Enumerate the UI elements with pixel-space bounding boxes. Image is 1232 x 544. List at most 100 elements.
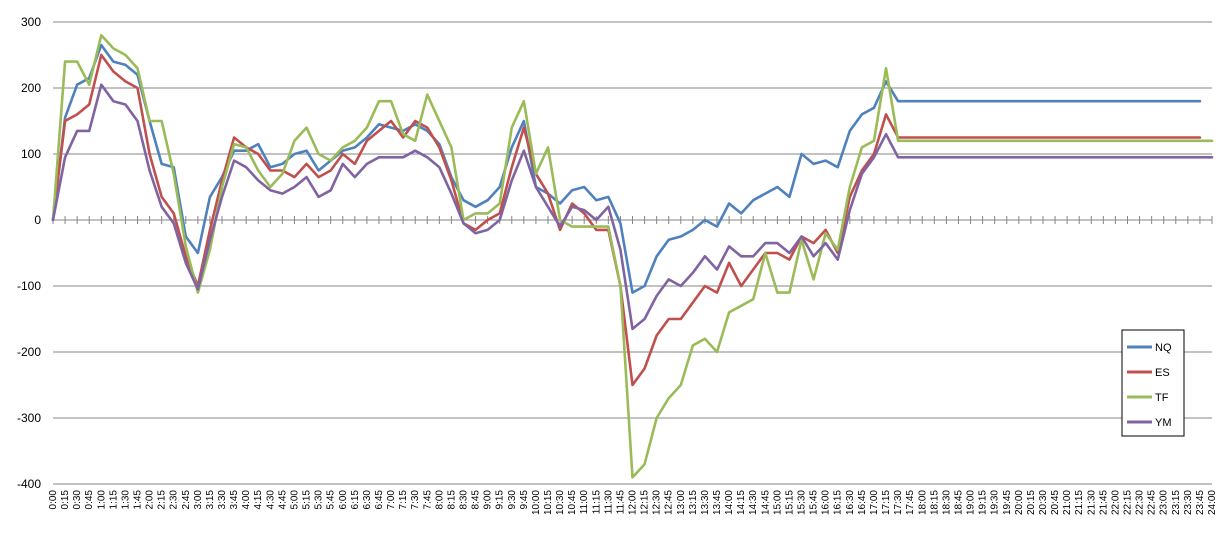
x-tick-label: 4:00	[241, 490, 252, 510]
x-tick-label: 9:45	[519, 490, 530, 510]
x-tick-label: 18:30	[941, 490, 952, 515]
x-tick-label: 13:00	[676, 490, 687, 515]
x-tick-label: 22:45	[1147, 490, 1158, 515]
x-tick-label: 10:00	[531, 490, 542, 515]
x-tick-label: 16:30	[845, 490, 856, 515]
x-tick-label: 10:45	[567, 490, 578, 515]
x-tick-label: 6:30	[362, 490, 373, 510]
x-tick-label: 24:00	[1207, 490, 1218, 515]
x-tick-label: 5:30	[314, 490, 325, 510]
x-tick-label: 13:30	[700, 490, 711, 515]
x-tick-label: 9:15	[495, 490, 506, 510]
x-tick-label: 10:15	[543, 490, 554, 515]
x-tick-label: 16:15	[833, 490, 844, 515]
x-tick-label: 21:30	[1086, 490, 1097, 515]
x-tick-label: 0:30	[72, 490, 83, 510]
x-tick-label: 3:30	[217, 490, 228, 510]
x-tick-label: 5:00	[289, 490, 300, 510]
x-tick-label: 1:30	[120, 490, 131, 510]
legend-label-tf: TF	[1155, 392, 1169, 404]
x-axis: 0:00 0:15 0:30 0:45 1:00 1:15 1:30 1:45 2:00 2:15…	[48, 216, 1218, 515]
x-tick-label: 1:45	[133, 490, 144, 510]
x-tick-label: 3:00	[193, 490, 204, 510]
x-tick-label: 0:00	[48, 490, 59, 510]
x-tick-label: 6:00	[338, 490, 349, 510]
x-tick-label: 23:15	[1171, 490, 1182, 515]
x-tick-label: 14:00	[724, 490, 735, 515]
x-tick-label: 21:15	[1074, 490, 1085, 515]
x-tick-label: 15:45	[809, 490, 820, 515]
x-tick-label: 1:00	[96, 490, 107, 510]
y-tick-label: 100	[21, 147, 41, 161]
x-tick-label: 7:15	[398, 490, 409, 510]
x-tick-label: 22:00	[1110, 490, 1121, 515]
x-tick-label: 15:00	[772, 490, 783, 515]
x-tick-label: 20:00	[1014, 490, 1025, 515]
x-tick-label: 22:30	[1135, 490, 1146, 515]
x-tick-label: 5:15	[302, 490, 313, 510]
x-tick-label: 21:45	[1098, 490, 1109, 515]
series-line-nq	[51, 43, 1202, 294]
legend-label-ym: YM	[1155, 417, 1172, 429]
x-tick-label: 14:30	[748, 490, 759, 515]
x-tick-label: 21:00	[1062, 490, 1073, 515]
x-tick-label: 11:15	[591, 490, 602, 515]
y-tick-label: -400	[17, 477, 41, 491]
x-tick-label: 14:15	[736, 490, 747, 515]
x-tick-label: 23:45	[1195, 490, 1206, 515]
x-tick-label: 6:15	[350, 490, 361, 510]
y-axis-tick-labels: 300 200 100 0 -100 -200 -300 -400	[17, 15, 41, 491]
x-tick-label: 18:15	[929, 490, 940, 515]
x-tick-label: 0:45	[84, 490, 95, 510]
x-tick-label: 19:15	[978, 490, 989, 515]
x-tick-label: 19:30	[990, 490, 1001, 515]
x-tick-label: 6:45	[374, 490, 385, 510]
x-tick-label: 23:00	[1159, 490, 1170, 515]
series-lines	[51, 33, 1214, 479]
x-tick-label: 3:15	[205, 490, 216, 510]
x-tick-label: 12:30	[652, 490, 663, 515]
x-tick-label: 18:00	[917, 490, 928, 515]
x-tick-label: 10:30	[555, 490, 566, 515]
x-tick-label: 4:30	[265, 490, 276, 510]
x-tick-label: 19:00	[966, 490, 977, 515]
x-tick-label: 2:45	[181, 490, 192, 510]
x-tick-label: 20:45	[1050, 490, 1061, 515]
x-tick-label: 11:30	[603, 490, 614, 515]
x-tick-label: 13:15	[688, 490, 699, 515]
x-tick-label: 17:00	[869, 490, 880, 515]
x-tick-label: 5:45	[326, 490, 337, 510]
x-tick-label: 8:00	[434, 490, 445, 510]
x-tick-label: 12:45	[664, 490, 675, 515]
legend-label-nq: NQ	[1155, 342, 1172, 354]
x-tick-label: 8:15	[446, 490, 457, 510]
x-tick-label: 8:30	[458, 490, 469, 510]
x-tick-label: 14:45	[760, 490, 771, 515]
x-tick-label: 22:15	[1122, 490, 1133, 515]
x-tick-label: 3:45	[229, 490, 240, 510]
legend-label-es: ES	[1155, 367, 1170, 379]
x-tick-label: 19:45	[1002, 490, 1013, 515]
x-tick-label: 4:45	[277, 490, 288, 510]
x-tick-label: 7:00	[386, 490, 397, 510]
x-tick-label: 7:45	[422, 490, 433, 510]
y-tick-label: -100	[17, 279, 41, 293]
x-tick-label: 2:15	[157, 490, 168, 510]
y-tick-label: -200	[17, 345, 41, 359]
legend-item-es: ES	[1127, 367, 1170, 379]
x-tick-label: 15:30	[797, 490, 808, 515]
x-tick-label: 23:30	[1183, 490, 1194, 515]
x-tick-label: 2:00	[145, 490, 156, 510]
y-tick-label: 300	[21, 15, 41, 29]
x-tick-label: 15:15	[784, 490, 795, 515]
y-tick-label: 0	[34, 213, 41, 227]
y-tick-label: 200	[21, 81, 41, 95]
legend-item-nq: NQ	[1127, 342, 1172, 354]
x-tick-label: 17:15	[881, 490, 892, 515]
x-tick-label: 1:15	[108, 490, 119, 510]
x-tick-label: 12:00	[628, 490, 639, 515]
y-tick-label: -300	[17, 411, 41, 425]
x-tick-label: 20:15	[1026, 490, 1037, 515]
series-line-ym	[51, 83, 1214, 331]
x-tick-label: 16:00	[821, 490, 832, 515]
